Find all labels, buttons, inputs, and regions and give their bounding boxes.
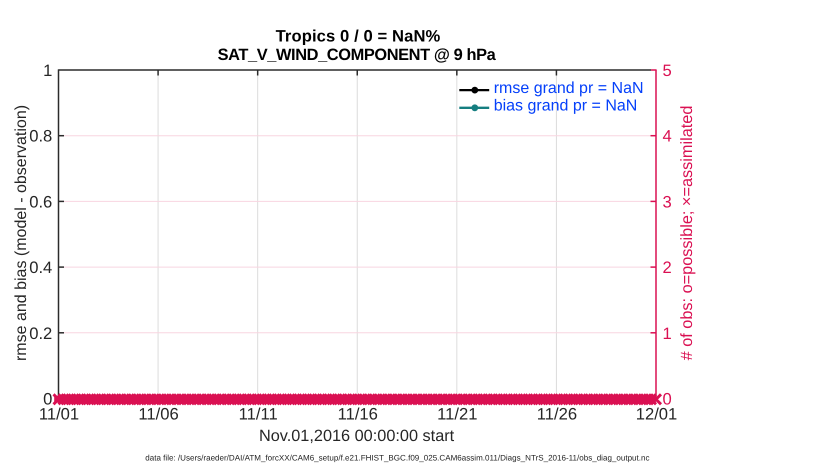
svg-text:# of obs: o=possible; ×=assimi: # of obs: o=possible; ×=assimilated [678,106,696,361]
svg-text:0.4: 0.4 [29,258,52,277]
svg-text:rmse grand pr = NaN: rmse grand pr = NaN [494,80,644,97]
svg-text:1: 1 [43,61,52,80]
svg-text:11/11: 11/11 [239,404,278,423]
svg-text:11/21: 11/21 [437,404,477,423]
svg-text:11/01: 11/01 [39,404,79,423]
svg-text:0: 0 [663,389,672,408]
svg-text:0.8: 0.8 [29,127,52,146]
svg-text:Nov.01,2016 00:00:00 start: Nov.01,2016 00:00:00 start [259,427,455,445]
svg-text:1: 1 [663,324,672,343]
svg-text:SAT_V_WIND_COMPONENT @ 9 hPa: SAT_V_WIND_COMPONENT @ 9 hPa [218,46,497,64]
svg-text:11/26: 11/26 [537,404,577,423]
svg-text:5: 5 [663,61,672,80]
svg-text:12/01: 12/01 [636,404,678,423]
svg-text:rmse and bias (model - observa: rmse and bias (model - observation) [13,105,30,361]
svg-text:0.6: 0.6 [29,192,52,211]
svg-text:2: 2 [663,258,672,277]
svg-text:0: 0 [43,389,52,408]
svg-text:11/16: 11/16 [338,404,378,423]
svg-text:0.2: 0.2 [29,324,52,343]
svg-text:3: 3 [663,192,672,211]
svg-text:data file: /Users/raeder/DAI/A: data file: /Users/raeder/DAI/ATM_forcXX/… [145,453,649,462]
svg-text:bias grand pr = NaN: bias grand pr = NaN [494,98,638,115]
svg-text:Tropics 0 / 0 = NaN%: Tropics 0 / 0 = NaN% [276,27,441,46]
svg-text:4: 4 [663,127,672,146]
svg-text:11/06: 11/06 [138,404,178,423]
